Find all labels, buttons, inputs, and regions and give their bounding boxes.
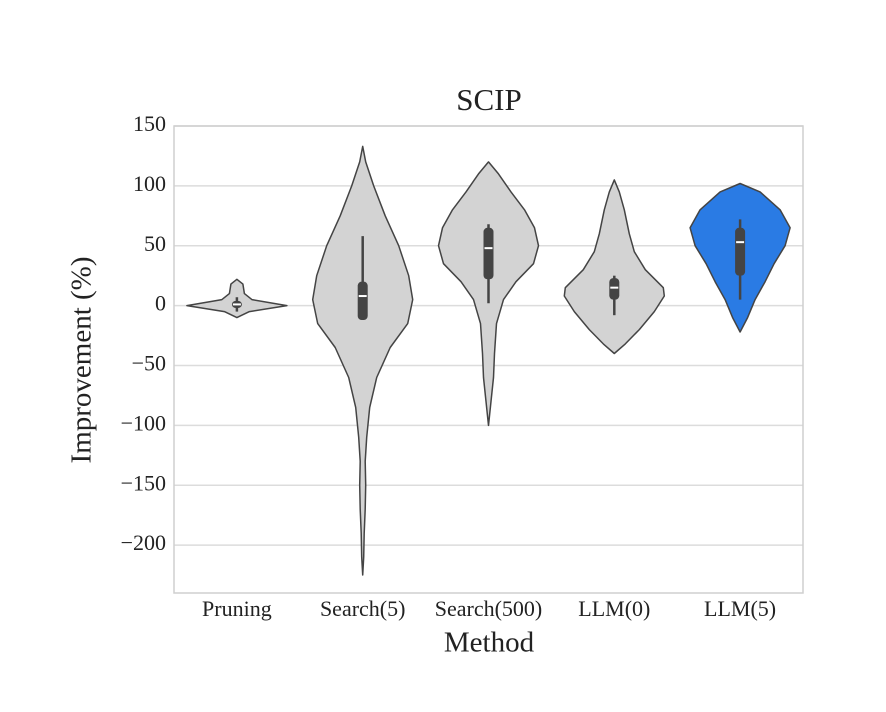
x-tick-label: Search(500) xyxy=(435,596,543,621)
x-tick-label: Pruning xyxy=(202,596,272,621)
y-tick-label: −150 xyxy=(121,470,166,495)
chart-title: SCIP xyxy=(456,82,521,117)
iqr-box xyxy=(735,227,746,276)
y-tick-label: −50 xyxy=(132,351,166,376)
y-tick-label: −100 xyxy=(121,410,166,435)
y-tick-label: 150 xyxy=(133,111,166,136)
iqr-box xyxy=(357,281,368,320)
x-axis-label: Method xyxy=(444,627,535,659)
y-tick-label: 100 xyxy=(133,171,166,196)
y-axis-label: Improvement (%) xyxy=(66,257,98,464)
x-tick-label: Search(5) xyxy=(320,596,406,621)
iqr-box xyxy=(609,278,620,300)
violin-body xyxy=(311,145,414,576)
y-tick-label: −200 xyxy=(121,530,166,555)
x-tick-label: LLM(0) xyxy=(578,596,650,621)
y-tick-label: 0 xyxy=(155,291,166,316)
plot-frame xyxy=(173,125,804,594)
violin-body xyxy=(563,179,666,355)
y-tick-label: 50 xyxy=(144,231,166,256)
x-tick-label: LLM(5) xyxy=(704,596,776,621)
iqr-box xyxy=(483,227,494,280)
